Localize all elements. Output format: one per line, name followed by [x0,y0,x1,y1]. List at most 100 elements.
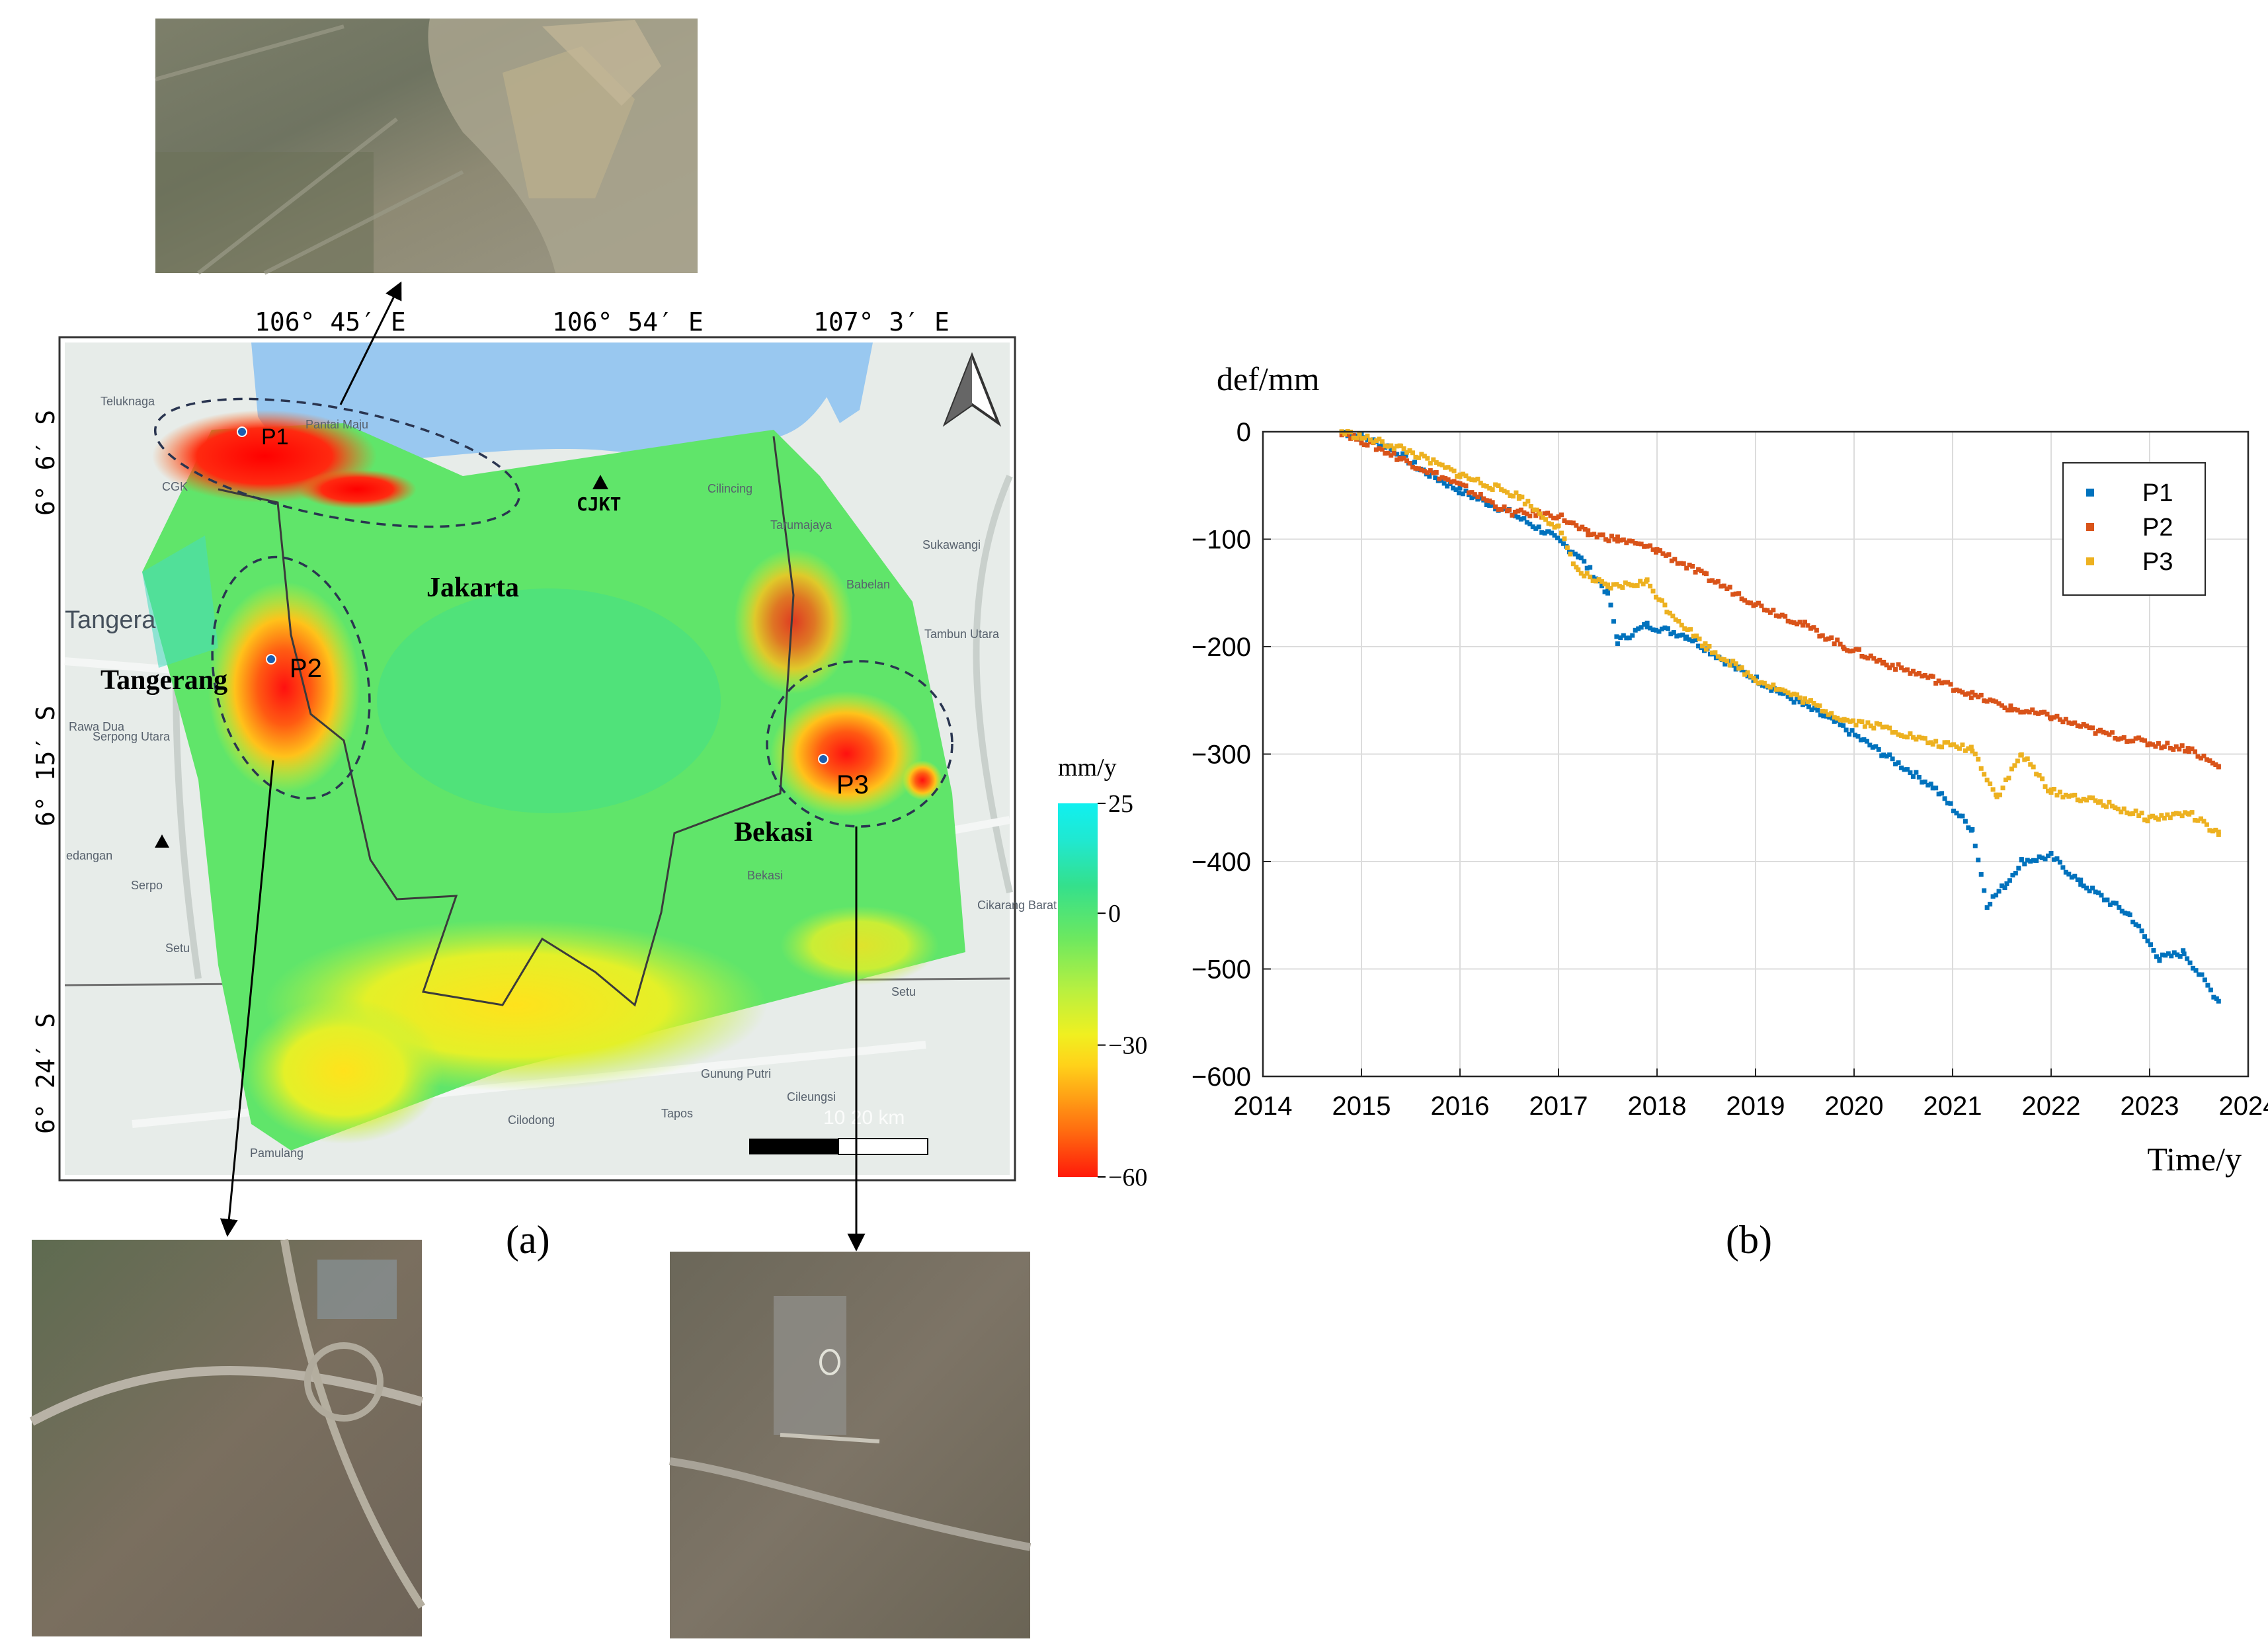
data-point [1682,626,1687,631]
data-point [1984,778,1990,783]
data-point [1972,692,1978,698]
data-point [2159,745,2164,750]
data-point [1853,723,1859,728]
data-point [2098,799,2103,804]
data-point [1916,735,1922,740]
deformation-map: P1 P2 P3 CJKT Teluknaga Pantai Maju CGK … [31,307,1147,1191]
data-point [1512,513,1518,518]
data-point [2006,776,2011,781]
data-point [2028,859,2033,864]
data-point [1988,781,1993,786]
data-point [2165,812,2170,817]
data-point [1611,619,1616,624]
data-point [1373,438,1379,443]
data-point [1533,513,1539,518]
y-tick-label: −600 [1192,1063,1251,1092]
data-point [1678,561,1683,566]
data-point [2000,785,2005,791]
data-point [1945,740,1951,745]
data-point [1621,633,1626,638]
data-point [2022,757,2027,762]
data-point [1403,453,1408,458]
data-point [2216,829,2221,834]
data-point [2060,719,2066,725]
data-point [1832,715,1837,720]
data-point [1391,451,1397,456]
data-point [1674,633,1680,639]
data-point [1988,901,1993,906]
data-point [2133,922,2138,927]
data-point [2040,855,2045,860]
data-point [2207,758,2212,763]
x-tick-label: 2014 [1234,1092,1293,1121]
data-point [1549,522,1555,527]
data-point [2162,744,2167,749]
data-point [1829,711,1834,716]
data-point [1922,736,1927,741]
x-tick-label: 2024 [2219,1092,2268,1121]
data-point [1594,579,1599,584]
data-point [1902,668,1907,673]
data-point [2000,883,2004,889]
data-point [1864,739,1869,744]
data-point [1528,504,1533,509]
data-point [1671,630,1676,635]
data-point [1916,670,1922,676]
data-point [1455,480,1460,485]
data-point [2075,797,2080,803]
data-point [1777,690,1783,696]
data-point [1614,582,1619,587]
data-point [1978,692,1984,698]
data-point [1666,552,1672,557]
data-point [1668,631,1674,637]
data-point [1644,544,1650,549]
data-point [1814,627,1819,633]
data-point [1484,483,1489,489]
data-point [1893,666,1898,672]
data-point [1820,633,1825,638]
data-point [1542,511,1547,516]
data-point [1805,623,1810,628]
data-point [1951,688,1956,693]
data-point [1877,721,1883,727]
data-point [1890,756,1895,762]
data-point [2012,707,2017,712]
data-point [1978,766,1984,771]
basemap-label: Pamulang [250,1147,304,1160]
data-point [1721,657,1726,662]
data-point [2109,730,2115,735]
data-point [1484,498,1489,503]
data-point [2179,813,2185,819]
data-point [2043,784,2048,789]
legend-label: P3 [2142,548,2173,576]
data-point [2105,897,2110,903]
data-point [1855,734,1861,739]
data-point [2072,792,2078,797]
data-point [2090,885,2095,891]
data-point [1389,453,1394,458]
data-point [1361,436,1367,441]
data-point [1493,504,1498,509]
legend: P1 P2 P3 [2062,462,2206,596]
data-point [2216,998,2221,1004]
data-point [1951,742,1956,747]
data-point [1660,551,1666,556]
data-point [1401,456,1406,461]
data-point [1963,692,1968,697]
data-point [2119,809,2124,815]
data-point [2208,987,2213,992]
data-point [1560,541,1566,546]
data-point [1861,737,1867,743]
data-point [2185,956,2190,961]
data-point [2162,815,2167,821]
data-point [1748,674,1754,679]
data-point [1715,579,1721,584]
inset-image-p2 [29,1238,426,1636]
data-point [1925,782,1931,787]
data-point [1410,465,1415,470]
data-point [1576,553,1581,559]
data-point [1745,670,1750,675]
data-point [1696,643,1701,649]
data-point [1598,532,1603,538]
data-point [1398,456,1404,462]
